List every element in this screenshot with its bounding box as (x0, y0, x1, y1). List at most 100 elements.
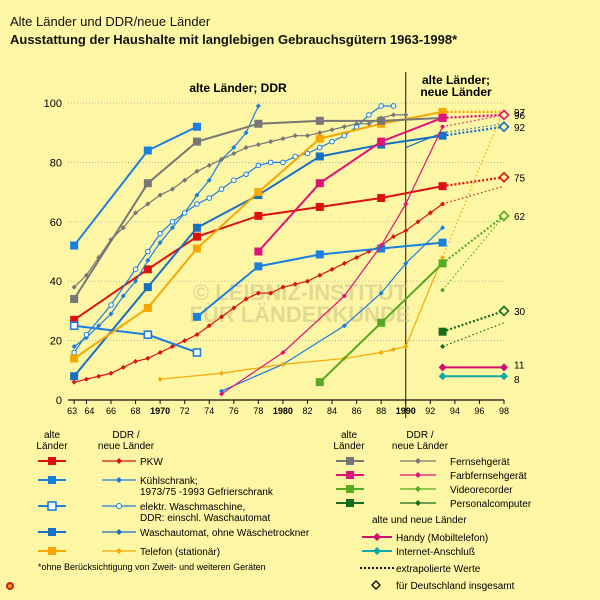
x-tick-label: 92 (425, 406, 435, 416)
data-point (169, 186, 175, 192)
germany-marker (498, 305, 510, 317)
data-point (192, 122, 201, 131)
legend-marker-west (47, 501, 57, 511)
data-point (71, 379, 77, 385)
data-point (71, 349, 77, 356)
x-tick-label: 1980 (273, 406, 293, 416)
data-point (427, 210, 433, 216)
extrapolation-line (442, 322, 505, 348)
germany-marker (498, 109, 510, 121)
legend-marker-east (415, 500, 421, 506)
data-point (83, 376, 89, 382)
data-point (192, 137, 201, 146)
data-point (169, 344, 175, 350)
data-point (378, 290, 384, 296)
x-tick-label: 82 (302, 406, 312, 416)
y-tick-label: 40 (50, 276, 62, 288)
data-point (70, 354, 79, 363)
data-point (255, 162, 262, 169)
data-point (354, 121, 360, 127)
data-point (194, 332, 200, 338)
data-point (268, 290, 274, 296)
data-point (292, 281, 298, 287)
series-line (73, 125, 198, 247)
data-point (403, 201, 409, 207)
x-tick-label: 68 (131, 406, 141, 416)
data-point (194, 201, 200, 207)
legend-item-label: Personalcomputer (450, 499, 532, 510)
data-point (377, 318, 386, 327)
data-point (317, 272, 323, 278)
legend-item-label: Kühlschrank; 1973/75 -1993 Gefrierschrank (140, 476, 274, 498)
data-point (440, 287, 446, 293)
data-point (108, 302, 114, 308)
data-point (366, 121, 372, 127)
extrapolation-line (441, 214, 505, 265)
data-point (108, 237, 114, 243)
legend-item-label: PKW (140, 457, 163, 468)
data-point (243, 171, 249, 178)
x-tick-label: 66 (106, 406, 116, 416)
data-point (438, 363, 447, 372)
germany-marker (498, 210, 510, 222)
data-point (231, 150, 237, 156)
legend-marker-west (48, 476, 56, 484)
data-point (438, 238, 447, 247)
data-point (70, 241, 79, 250)
x-tick-label: 86 (352, 406, 362, 416)
data-point (108, 370, 114, 376)
legend-marker-east (415, 458, 421, 464)
legend-col-west: alte Länder (36, 430, 68, 452)
legend-marker-west (346, 485, 354, 493)
data-point (71, 344, 77, 350)
y-tick-label: 60 (50, 217, 62, 229)
data-point (500, 363, 508, 372)
series-line (257, 116, 443, 253)
x-tick-label: 96 (474, 406, 484, 416)
legend-germany-label: für Deutschland insgesamt (396, 581, 515, 592)
data-point (133, 358, 139, 364)
data-point (143, 303, 152, 312)
data-point (415, 219, 421, 225)
data-point (280, 136, 286, 142)
region-label-left: alte Länder; DDR (189, 81, 287, 95)
legend-marker-west (346, 457, 354, 465)
data-point (304, 278, 310, 284)
data-point (231, 145, 237, 151)
data-point (69, 321, 79, 331)
logo-icon-inner (8, 584, 12, 588)
data-point (329, 138, 335, 145)
data-point (377, 137, 386, 146)
data-point (280, 349, 286, 355)
data-point (438, 372, 447, 381)
data-point (316, 144, 323, 151)
legend-item-label: elektr. Waschmaschine, DDR: einschl. Wasc… (140, 502, 270, 524)
data-point (120, 225, 126, 231)
region-label-right: alte Länder; neue Länder (420, 73, 492, 99)
data-point (219, 388, 225, 394)
data-point (390, 347, 396, 353)
data-point (143, 283, 152, 292)
data-point (438, 182, 447, 191)
x-tick-label: 74 (204, 406, 214, 416)
data-point (254, 119, 263, 128)
data-point (243, 130, 249, 136)
data-point (315, 250, 324, 259)
data-point (133, 278, 139, 284)
x-tick-label: 72 (180, 406, 190, 416)
data-point (254, 211, 263, 220)
series-line (73, 134, 443, 377)
data-point (71, 284, 77, 290)
data-point (254, 262, 263, 271)
data-point (341, 293, 347, 299)
legend-marker-east (116, 548, 122, 554)
legend-item-label: Internet-Anschluß (396, 547, 475, 558)
end-value-label: 11 (514, 360, 525, 371)
data-point (145, 201, 151, 207)
data-point (132, 266, 139, 273)
data-point (192, 223, 201, 232)
data-point (378, 243, 384, 249)
chart-title: Ausstattung der Haushalte mit langlebige… (10, 32, 458, 47)
data-point (243, 145, 249, 151)
data-point (169, 225, 175, 231)
